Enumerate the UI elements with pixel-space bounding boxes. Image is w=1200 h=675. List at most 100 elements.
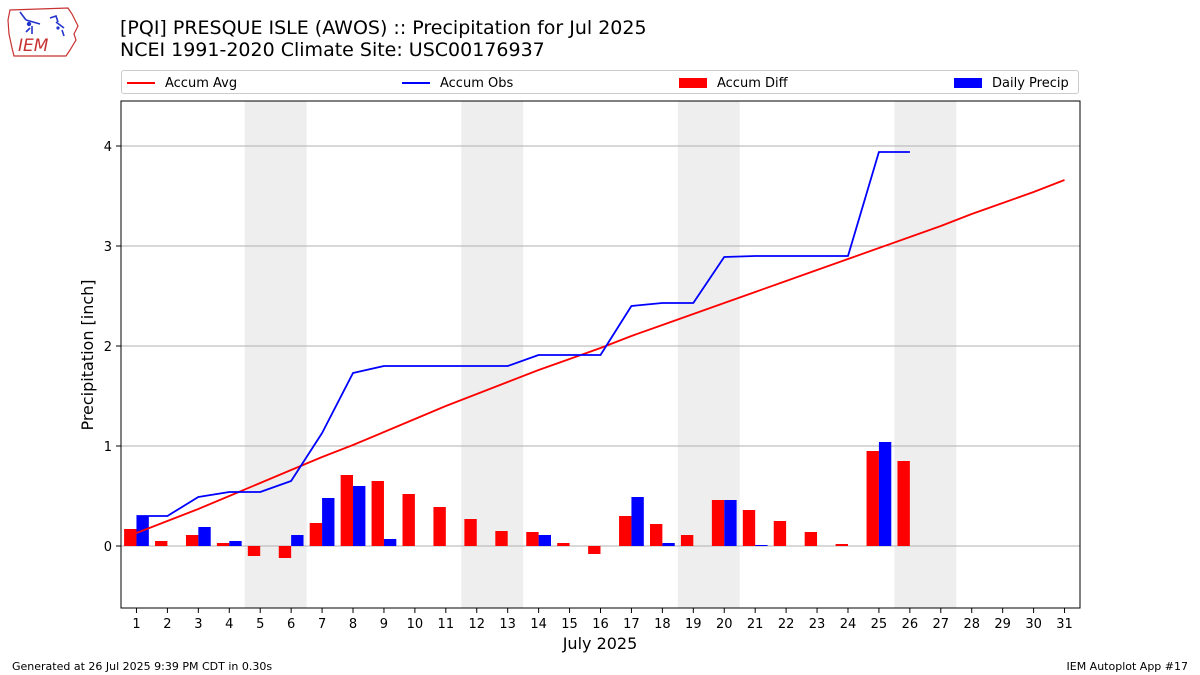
accum-diff-bar: [649, 524, 663, 546]
station-dot-icon: [56, 26, 60, 30]
accum-diff-bar: [247, 546, 261, 556]
accum-diff-bar: [742, 510, 756, 546]
daily-precip-bar: [322, 498, 335, 546]
x-tick-label: 1: [132, 617, 140, 632]
accum-diff-bar: [216, 543, 230, 546]
x-tick-label: 22: [778, 617, 795, 632]
bars: [124, 442, 910, 558]
legend-swatch-daily-precip: [954, 78, 982, 88]
accum-diff-bar: [371, 481, 384, 546]
x-tick-label: 13: [499, 617, 516, 632]
x-tick-label: 24: [840, 617, 857, 632]
x-tick-label: 2: [163, 617, 171, 632]
daily-precip-bar: [755, 545, 768, 546]
title-line-1: [PQI] PRESQUE ISLE (AWOS) :: Precipitati…: [120, 17, 647, 39]
x-tick-label: 31: [1056, 617, 1073, 632]
legend-item-accum-avg: Accum Avg: [127, 74, 237, 92]
plot-frame: [120, 100, 1081, 609]
legend-swatch-accum-obs: [402, 82, 430, 84]
accum-diff-bar: [866, 451, 879, 546]
accum-diff-bar: [588, 546, 601, 554]
accum-diff-bar: [711, 500, 725, 546]
daily-precip-bar: [631, 497, 644, 546]
accum-diff-bar: [680, 535, 694, 546]
weekend-band: [244, 101, 307, 608]
x-tick-label: 4: [225, 617, 233, 632]
daily-precip-bar: [383, 539, 397, 546]
legend-item-accum-diff: Accum Diff: [679, 74, 788, 92]
legend-swatch-accum-diff: [679, 78, 707, 88]
y-tick-label: 2: [104, 340, 112, 355]
title-line-2: NCEI 1991-2020 Climate Site: USC00176937: [120, 39, 545, 61]
chart-title: [PQI] PRESQUE ISLE (AWOS) :: Precipitati…: [120, 17, 647, 61]
y-tick-label: 0: [104, 540, 112, 555]
lines: [136, 151, 1065, 534]
legend: Accum Avg Accum Obs Accum Diff Daily Pre…: [121, 70, 1079, 94]
x-tick-label: 30: [1025, 617, 1042, 632]
y-tick-label: 1: [104, 440, 112, 455]
daily-precip-bar: [353, 486, 366, 546]
daily-precip-bar: [538, 535, 552, 546]
station-dot-icon: [26, 21, 32, 27]
accum-avg-line: [136, 179, 1065, 534]
accum-diff-bar: [495, 531, 508, 546]
gridlines: [121, 145, 1080, 547]
daily-precip-bar: [724, 500, 737, 546]
x-tick-label: 5: [256, 617, 264, 632]
footer-app: IEM Autoplot App #17: [1066, 660, 1189, 673]
weekend-shading: [244, 101, 957, 608]
footer-generated: Generated at 26 Jul 2025 9:39 PM CDT in …: [12, 660, 273, 673]
x-tick-label: 26: [902, 617, 919, 632]
daily-precip-bar: [229, 541, 242, 546]
accum-diff-bar: [402, 494, 415, 546]
daily-precip-bar: [662, 543, 675, 546]
legend-label-accum-obs: Accum Obs: [440, 75, 514, 91]
y-axis-label: Precipitation [inch]: [78, 279, 97, 430]
accum-diff-bar: [340, 475, 354, 546]
accum-diff-bar: [804, 532, 818, 546]
legend-swatch-accum-avg: [127, 82, 155, 84]
weekend-band: [894, 101, 957, 608]
x-tick-label: 18: [654, 617, 671, 632]
accum-diff-bar: [433, 507, 446, 546]
y-tick-label: 4: [104, 140, 112, 155]
x-tick-label: 27: [933, 617, 950, 632]
accum-diff-bar: [278, 546, 292, 558]
x-tick-label: 17: [623, 617, 640, 632]
x-tick-label: 15: [561, 617, 578, 632]
accum-diff-bar: [185, 535, 199, 546]
x-tick-label: 7: [318, 617, 326, 632]
accum-diff-bar: [464, 519, 477, 546]
x-tick-label: 25: [871, 617, 888, 632]
weekend-band: [677, 101, 740, 608]
daily-precip-bar: [291, 535, 304, 546]
x-tick-label: 9: [380, 617, 388, 632]
x-tick-label: 14: [530, 617, 547, 632]
x-tick-label: 10: [407, 617, 424, 632]
accum-diff-bar: [557, 543, 570, 546]
x-tick-label: 21: [747, 617, 764, 632]
x-tick-label: 6: [287, 617, 295, 632]
accum-diff-bar: [155, 541, 168, 546]
x-tick-label: 20: [716, 617, 733, 632]
x-tick-label: 28: [963, 617, 980, 632]
x-tick-label: 29: [994, 617, 1011, 632]
accum-diff-bar: [897, 461, 910, 546]
daily-precip-bar: [136, 516, 149, 546]
y-tick-label: 3: [104, 240, 112, 255]
accum-diff-bar: [526, 532, 539, 546]
x-tick-label: 23: [809, 617, 826, 632]
accum-diff-bar: [309, 523, 323, 546]
x-tick-label: 8: [349, 617, 357, 632]
accum-diff-bar: [835, 544, 848, 546]
logo-text: IEM: [18, 36, 49, 56]
x-tick-label: 3: [194, 617, 202, 632]
x-tick-label: 11: [438, 617, 455, 632]
daily-precip-bar: [878, 442, 892, 546]
x-tick-label: 19: [685, 617, 702, 632]
accum-obs-line: [136, 151, 910, 517]
legend-item-accum-obs: Accum Obs: [402, 74, 513, 92]
legend-label-daily-precip: Daily Precip: [992, 75, 1069, 91]
